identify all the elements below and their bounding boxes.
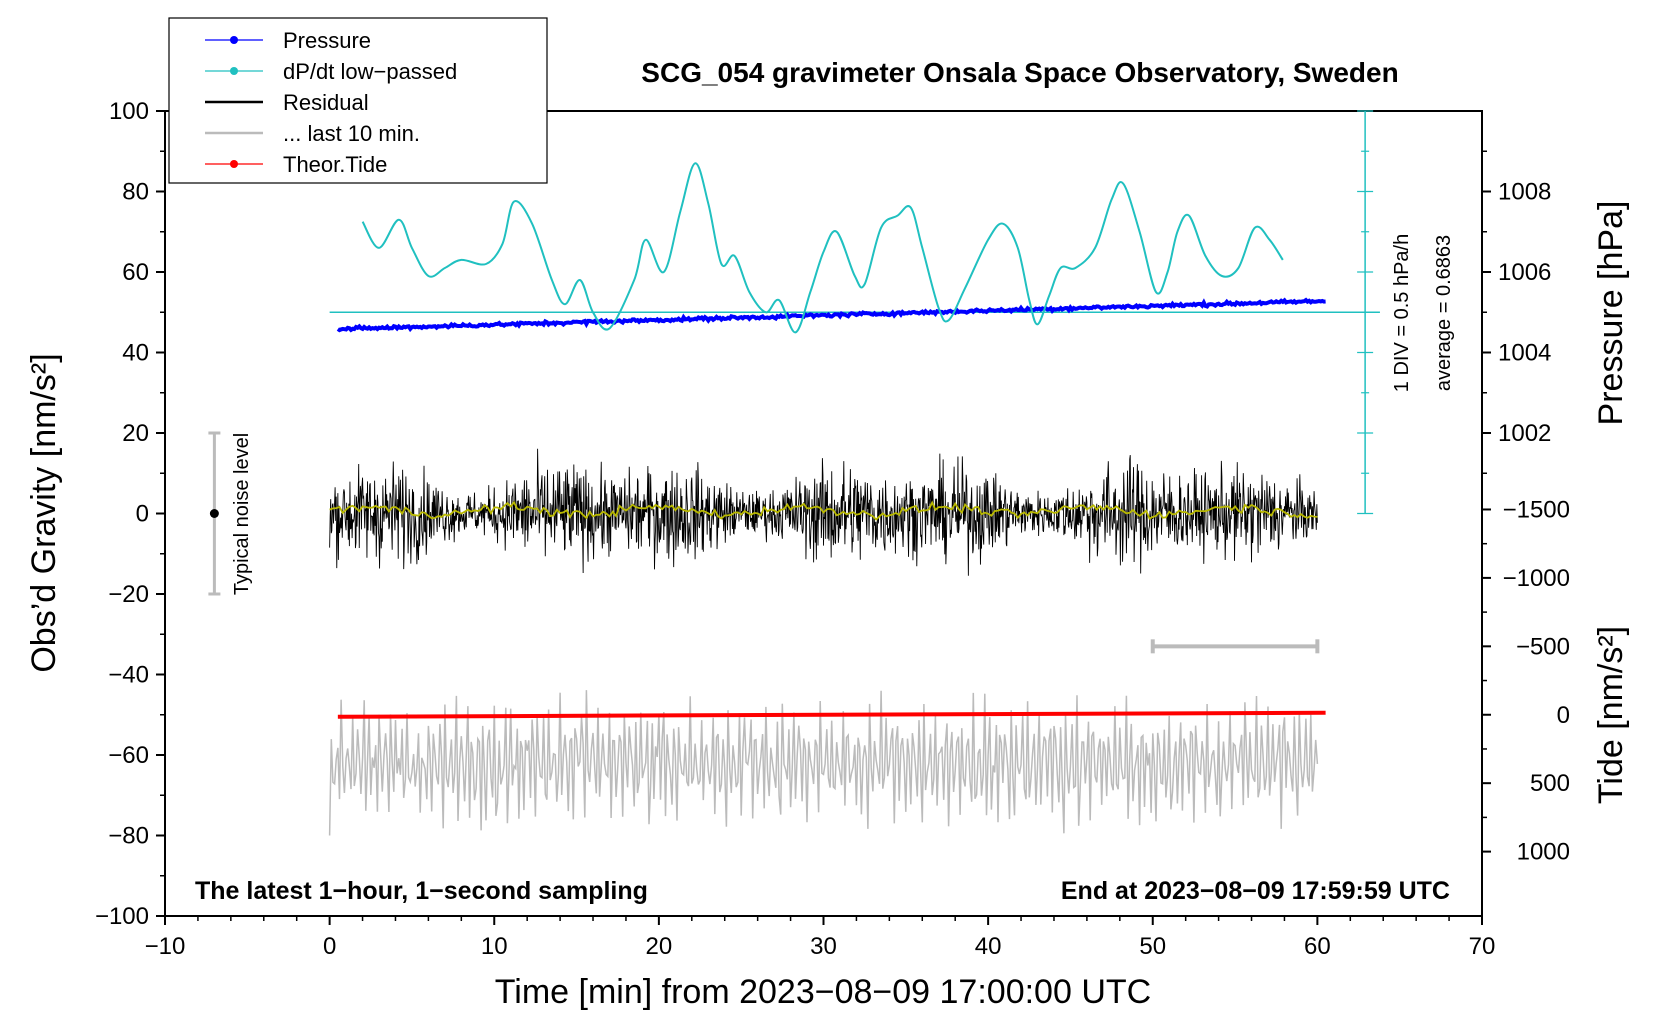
series-dpdt-line [361,162,1284,334]
noise-level-label: Typical noise level [231,433,253,595]
series-tide-line [337,710,1326,719]
legend-label-dpdt: dP/dt low−passed [283,59,457,84]
series-residual-smoothed-line [329,500,1318,521]
series-last10-line [328,690,1319,836]
legend-item-last10: ... last 10 min. [205,121,420,146]
legend-marker-tide [230,160,238,168]
x-tick-label: 20 [646,933,673,960]
tide-tick-label: −1000 [1503,565,1570,592]
y-tick-label: −80 [108,823,149,850]
x-tick-label: 70 [1469,933,1496,960]
y-tick-label: −100 [95,903,149,930]
tide-tick-label: −1500 [1503,496,1570,523]
y-tick-label: −20 [108,581,149,608]
legend-marker-pressure [230,36,238,44]
legend-item-dpdt: dP/dt low−passed [205,59,457,84]
y-tick-label: 40 [122,340,149,367]
x-tick-label: 40 [975,933,1002,960]
legend-label-tide: Theor.Tide [283,152,387,177]
legend-item-residual: Residual [205,90,369,115]
y-tick-label: −60 [108,742,149,769]
bottom-axis: −10 0 10 20 30 40 50 60 70 [145,916,1496,960]
legend-label-pressure: Pressure [283,28,371,53]
series-pressure-line [336,297,1326,333]
pressure-tick-label: 1002 [1498,420,1551,447]
y-tick-label: 60 [122,259,149,286]
x-tick-label: 0 [323,933,336,960]
legend-label-residual: Residual [283,90,369,115]
pressure-tick-label: 1004 [1498,340,1551,367]
tide-tick-label: 500 [1530,770,1570,797]
tide-tick-label: 1000 [1517,839,1570,866]
legend-label-last10: ... last 10 min. [283,121,420,146]
legend-item-pressure: Pressure [205,28,371,53]
x-tick-label: −10 [145,933,186,960]
x-axis-label: Time [min] from 2023−08−09 17:00:00 UTC [495,973,1151,1011]
tide-tick-label: −500 [1516,633,1570,660]
legend-box [168,17,548,184]
series-residual-line [329,448,1318,576]
y-tick-label: 0 [136,501,149,528]
annotation-layer [208,431,1320,654]
footer-right: End at 2023−08−09 17:59:59 UTC [1061,877,1450,905]
y-tick-label: 80 [122,179,149,206]
y-tick-label: −40 [108,662,149,689]
x-tick-label: 10 [481,933,508,960]
y-axis-label-gravity: Obs’d Gravity [nm/s²] [25,353,63,672]
pressure-tick-label: 1006 [1498,259,1551,286]
y-tick-label: 100 [109,98,149,125]
pressure-tick-label: 1008 [1498,179,1551,206]
div-label: 1 DIV = 0.5 hPa/h [1391,234,1413,392]
average-label: average = 0.6863 [1433,235,1455,391]
legend-item-tide: Theor.Tide [205,152,387,177]
legend-marker-dpdt [230,67,238,75]
left-axis: 100 80 60 40 20 0 −20 −40 −60 −80 −100 [95,98,165,930]
tide-tick-label: 0 [1557,702,1570,729]
y-axis-label-pressure: Pressure [hPa] [1592,201,1630,426]
right-axis: 1008 1006 1004 1002 1000 500 0 −500 −1000 −1500 [1482,150,1570,866]
y-tick-label: 20 [122,420,149,447]
chart-title: SCG_054 gravimeter Onsala Space Observat… [641,57,1398,88]
x-tick-label: 50 [1139,933,1166,960]
series-layer [328,162,1380,836]
x-tick-label: 60 [1304,933,1331,960]
footer-left: The latest 1−hour, 1−second sampling [195,877,648,905]
legend: Pressure dP/dt low−passed Residual ... l… [168,17,548,184]
noise-level-dot [209,509,219,518]
y-axis-label-tide: Tide [nm/s²] [1592,626,1630,804]
x-tick-label: 30 [810,933,837,960]
